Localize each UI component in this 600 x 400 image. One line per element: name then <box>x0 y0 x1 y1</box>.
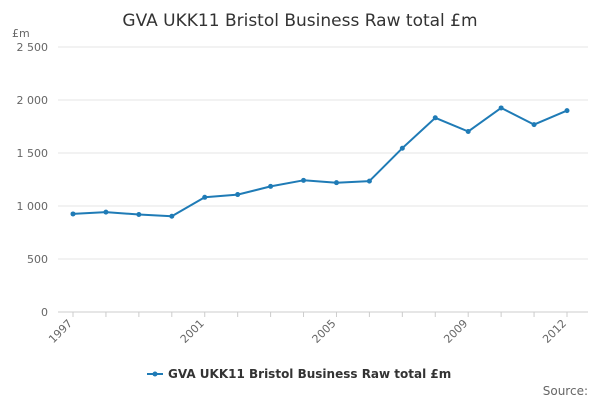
data-point[interactable] <box>103 209 109 215</box>
y-tick-label: 2 000 <box>17 94 49 107</box>
x-tick-label: 2012 <box>540 317 569 346</box>
data-point[interactable] <box>432 115 438 121</box>
data-point[interactable] <box>564 108 570 114</box>
legend[interactable]: GVA UKK11 Bristol Business Raw total £m <box>147 367 451 381</box>
series-line <box>72 106 568 218</box>
gridlines <box>58 46 588 313</box>
source-label: Source: <box>543 384 588 398</box>
data-point[interactable] <box>136 211 142 217</box>
x-tick-label: 2005 <box>310 317 339 346</box>
x-tick-label: 1997 <box>46 317 75 346</box>
data-point[interactable] <box>301 177 307 183</box>
chart-title: GVA UKK11 Bristol Business Raw total £m <box>122 11 477 31</box>
data-point[interactable] <box>399 145 405 151</box>
plot-area <box>70 105 570 219</box>
y-axis-unit: £m <box>12 27 30 40</box>
data-point[interactable] <box>366 178 372 184</box>
data-point[interactable] <box>498 105 504 111</box>
data-point[interactable] <box>169 213 175 219</box>
data-point[interactable] <box>465 128 471 134</box>
x-tick-label: 2001 <box>178 317 207 346</box>
data-point[interactable] <box>202 194 208 200</box>
data-point[interactable] <box>70 211 76 217</box>
legend-label: GVA UKK11 Bristol Business Raw total £m <box>168 367 451 381</box>
x-tick-label: 2009 <box>441 317 470 346</box>
y-tick-label: 2 500 <box>17 41 49 54</box>
data-point[interactable] <box>531 122 537 128</box>
legend-point-marker <box>152 371 158 377</box>
data-point[interactable] <box>268 183 274 189</box>
y-tick-label: 0 <box>41 306 48 319</box>
y-tick-label: 1 000 <box>17 200 49 213</box>
data-point[interactable] <box>235 192 241 198</box>
x-axis: 1997 2001 2005 2009 2012 <box>46 312 569 346</box>
y-axis-ticks: 0 500 1 000 1 500 2 000 2 500 <box>17 41 49 319</box>
data-point[interactable] <box>333 180 339 186</box>
y-tick-label: 500 <box>27 253 48 266</box>
y-tick-label: 1 500 <box>17 147 49 160</box>
